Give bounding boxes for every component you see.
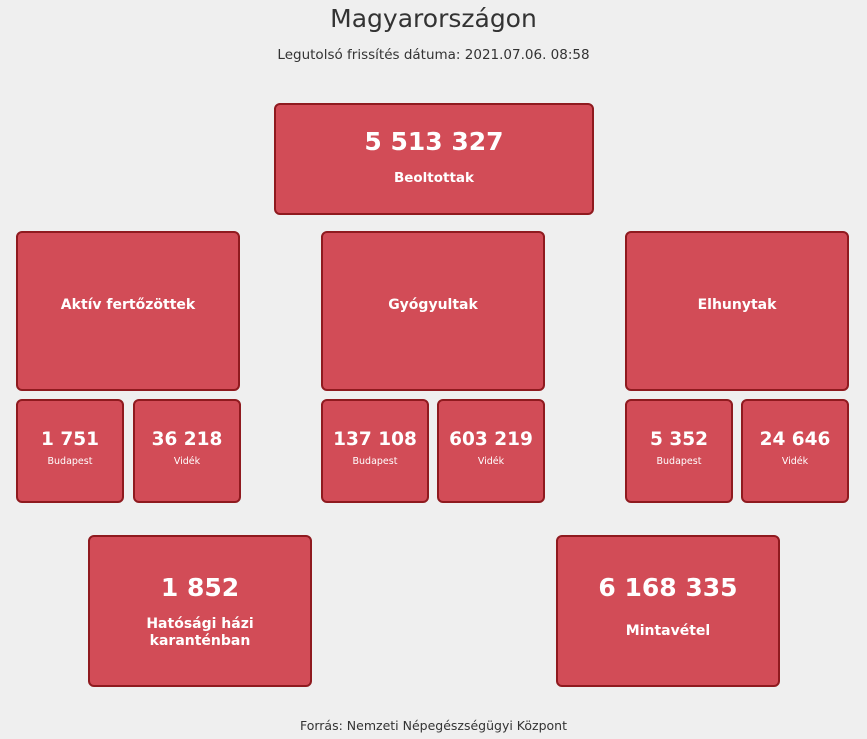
- page-title: Magyarországon: [330, 4, 537, 33]
- quarantine-label: Hatósági házi karanténban: [146, 616, 254, 649]
- recovered-budapest-card: 137 108 Budapest: [321, 399, 429, 503]
- deceased-budapest-value: 5 352: [650, 429, 708, 450]
- deceased-countryside-value: 24 646: [759, 429, 831, 450]
- vaccinated-card: 5 513 327 Beoltottak: [274, 103, 594, 215]
- deceased-countryside-label: Vidék: [781, 456, 809, 467]
- active-countryside-card: 36 218 Vidék: [133, 399, 241, 503]
- samples-label: Mintavétel: [625, 623, 711, 639]
- recovered-budapest-label: Budapest: [352, 456, 398, 467]
- recovered-budapest-value: 137 108: [333, 429, 417, 450]
- last-updated-text: Legutolsó frissítés dátuma: 2021.07.06. …: [277, 47, 590, 63]
- recovered-countryside-card: 603 219 Vidék: [437, 399, 545, 503]
- deceased-budapest-label: Budapest: [656, 456, 702, 467]
- active-budapest-card: 1 751 Budapest: [16, 399, 124, 503]
- recovered-card: Gyógyultak: [321, 231, 545, 391]
- vaccinated-value: 5 513 327: [364, 127, 504, 156]
- quarantine-value: 1 852: [160, 573, 240, 602]
- samples-card: 6 168 335 Mintavétel: [556, 535, 780, 687]
- source-text: Forrás: Nemzeti Népegészségügyi Központ: [299, 718, 568, 733]
- recovered-label: Gyógyultak: [388, 297, 478, 313]
- active-budapest-value: 1 751: [41, 429, 99, 450]
- deceased-countryside-card: 24 646 Vidék: [741, 399, 849, 503]
- deceased-card: Elhunytak: [625, 231, 849, 391]
- vaccinated-label: Beoltottak: [393, 170, 475, 186]
- quarantine-card: 1 852 Hatósági házi karanténban: [88, 535, 312, 687]
- active-countryside-label: Vidék: [173, 456, 201, 467]
- samples-value: 6 168 335: [598, 573, 738, 602]
- active-infected-card: Aktív fertőzöttek: [16, 231, 240, 391]
- recovered-countryside-label: Vidék: [477, 456, 505, 467]
- active-countryside-value: 36 218: [151, 429, 223, 450]
- active-budapest-label: Budapest: [47, 456, 93, 467]
- deceased-label: Elhunytak: [697, 297, 777, 313]
- deceased-budapest-card: 5 352 Budapest: [625, 399, 733, 503]
- active-infected-label: Aktív fertőzöttek: [60, 297, 196, 313]
- recovered-countryside-value: 603 219: [449, 429, 533, 450]
